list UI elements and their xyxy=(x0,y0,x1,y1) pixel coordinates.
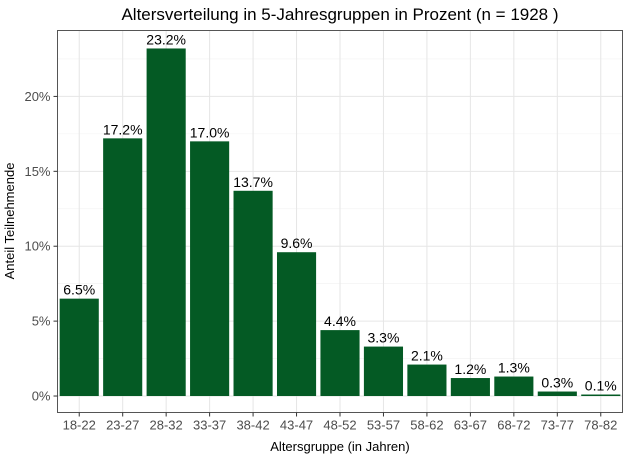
x-tick-label: 28-32 xyxy=(150,418,183,433)
bar-63-67 xyxy=(450,378,490,397)
data-label: 1.2% xyxy=(454,361,486,377)
bar-33-37 xyxy=(190,141,230,397)
x-tick-label: 33-37 xyxy=(193,418,226,433)
x-tick-label: 23-27 xyxy=(106,418,139,433)
data-label: 17.0% xyxy=(190,124,230,140)
bar-53-57 xyxy=(363,346,404,397)
x-tick-label: 18-22 xyxy=(63,418,96,433)
x-axis: 18-22 23-27 28-32 33-37 38-42 43-47 48-52 53-57… xyxy=(63,412,617,433)
x-tick-label: 63-67 xyxy=(454,418,487,433)
data-label: 2.1% xyxy=(411,348,443,364)
x-tick-label: 73-77 xyxy=(541,418,574,433)
chart-title: Altersverteilung in 5-Jahresgruppen in P… xyxy=(121,5,558,24)
x-tick-label: 78-82 xyxy=(584,418,617,433)
y-tick-label: 0% xyxy=(32,389,51,404)
x-axis-title: Altersgruppe (in Jahren) xyxy=(270,439,409,454)
bar-78-82 xyxy=(581,394,621,397)
y-axis: 0% 5% 10% 15% 20% xyxy=(24,89,58,404)
data-label: 4.4% xyxy=(324,313,356,329)
y-tick-label: 10% xyxy=(24,239,50,254)
data-label: 3.3% xyxy=(368,330,400,346)
data-label: 0.1% xyxy=(585,378,617,394)
y-tick-label: 5% xyxy=(32,314,51,329)
bar-48-52 xyxy=(320,330,360,397)
y-tick-label: 15% xyxy=(24,164,50,179)
y-tick-label: 20% xyxy=(24,89,50,104)
bar-73-77 xyxy=(537,391,577,397)
data-label: 23.2% xyxy=(146,31,186,47)
data-label: 9.6% xyxy=(281,235,313,251)
bar-28-32 xyxy=(146,48,186,397)
data-label: 13.7% xyxy=(233,174,273,190)
x-tick-label: 58-62 xyxy=(410,418,443,433)
bar-38-42 xyxy=(233,190,273,397)
x-tick-label: 38-42 xyxy=(236,418,269,433)
bars xyxy=(59,48,621,397)
bar-23-27 xyxy=(103,138,143,397)
bar-68-72 xyxy=(494,376,534,397)
data-label: 1.3% xyxy=(498,360,530,376)
x-tick-label: 68-72 xyxy=(497,418,530,433)
bar-58-62 xyxy=(407,364,447,397)
x-tick-label: 48-52 xyxy=(323,418,356,433)
data-labels: 6.5% 17.2% 23.2% 17.0% 13.7% 9.6% 4.4% 3.3% 2.1%… xyxy=(63,31,616,393)
data-label: 0.3% xyxy=(541,375,573,391)
x-tick-label: 43-47 xyxy=(280,418,313,433)
y-axis-title: Anteil Teilnehmende xyxy=(2,163,17,280)
bar-43-47 xyxy=(276,252,317,397)
x-tick-label: 53-57 xyxy=(367,418,400,433)
data-label: 17.2% xyxy=(103,121,143,137)
data-label: 6.5% xyxy=(63,282,95,298)
bar-18-22 xyxy=(59,298,99,397)
